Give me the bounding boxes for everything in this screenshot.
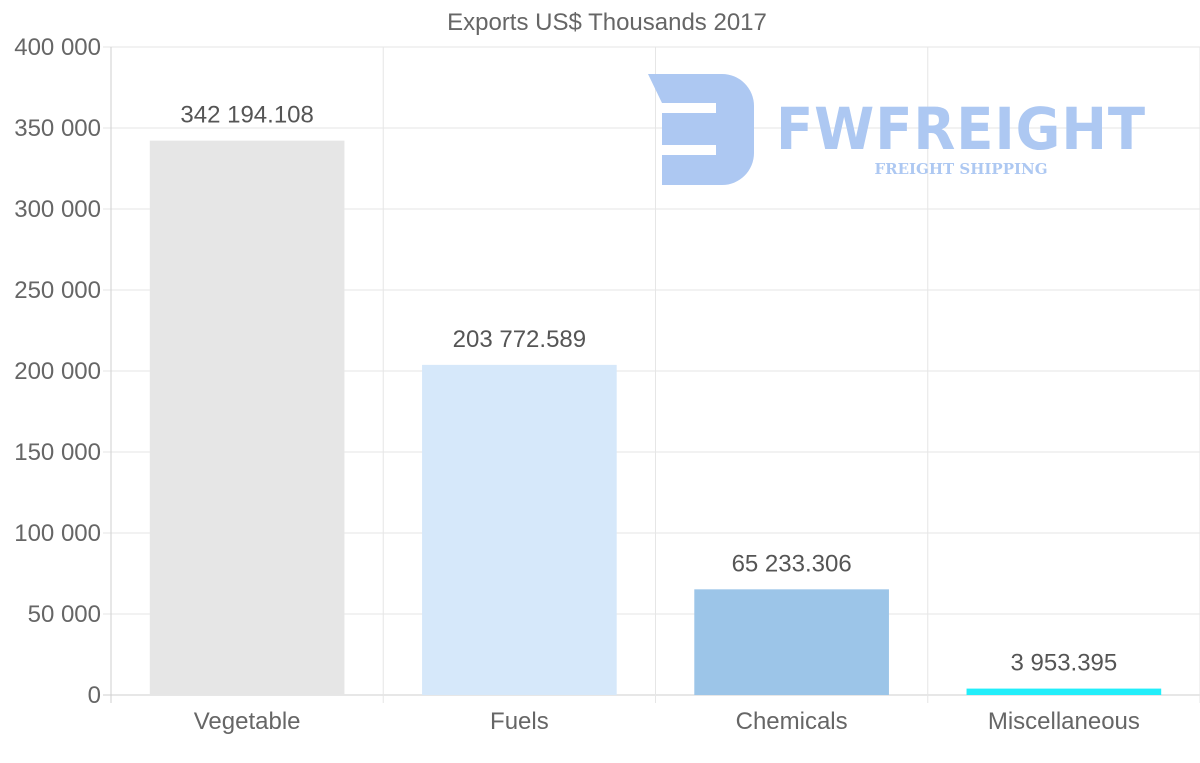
- y-tick-label: 350 000: [14, 115, 101, 142]
- data-label: 203 772.589: [453, 326, 586, 353]
- y-tick-label: 200 000: [14, 358, 101, 385]
- y-tick-label: 0: [88, 682, 101, 709]
- y-tick-label: 150 000: [14, 439, 101, 466]
- data-label: 342 194.108: [180, 102, 313, 129]
- y-axis-tick-labels: 0 50 000 100 000 150 000 200 000 250 000 300 0…: [14, 34, 101, 709]
- y-tick-label: 400 000: [14, 34, 101, 61]
- data-labels: 342 194.108 203 772.589 65 233.306 3 953.39…: [180, 102, 1117, 677]
- bar-chemicals: [694, 589, 889, 695]
- watermark-logo-mark-icon: [648, 74, 754, 185]
- x-axis-category-labels: Vegetable Fuels Chemicals Miscellaneous: [194, 708, 1140, 735]
- watermark-brand: FWFREIGHT: [776, 95, 1146, 163]
- data-label: 65 233.306: [732, 550, 852, 577]
- watermark-tagline: FREIGHT SHIPPING: [874, 160, 1047, 178]
- bar-miscellaneous: [966, 688, 1162, 695]
- data-label: 3 953.395: [1010, 650, 1117, 677]
- x-tick-label: Chemicals: [736, 708, 848, 735]
- watermark-logo: FWFREIGHT FREIGHT SHIPPING: [648, 74, 1146, 185]
- x-tick-label: Miscellaneous: [988, 708, 1140, 735]
- y-tick-label: 100 000: [14, 520, 101, 547]
- bars: [149, 140, 1162, 696]
- x-tick-label: Vegetable: [194, 708, 301, 735]
- bar-fuels: [422, 364, 617, 695]
- y-tick-label: 300 000: [14, 196, 101, 223]
- bar-vegetable: [149, 140, 345, 696]
- x-tick-label: Fuels: [490, 708, 549, 735]
- y-tick-label: 250 000: [14, 277, 101, 304]
- chart-title: Exports US$ Thousands 2017: [447, 9, 767, 36]
- y-tick-label: 50 000: [28, 601, 101, 628]
